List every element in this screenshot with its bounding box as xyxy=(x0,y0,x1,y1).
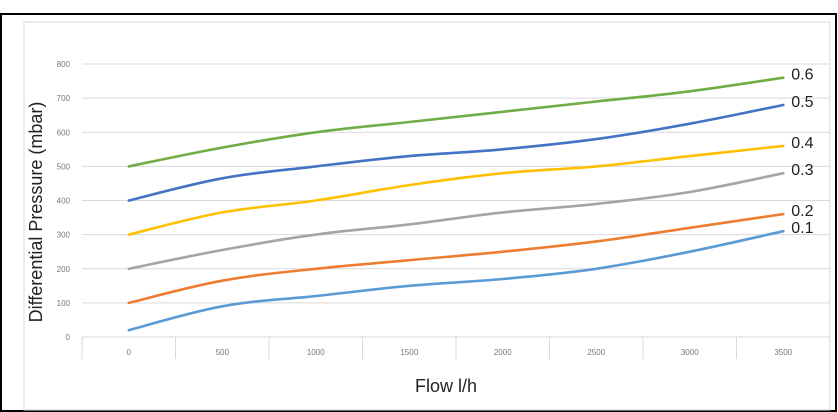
series-label-0.4: 0.4 xyxy=(791,135,813,152)
inner-panel xyxy=(23,21,831,411)
series-label-0.5: 0.5 xyxy=(791,94,813,111)
x-tick-label: 3500 xyxy=(774,348,792,357)
axes: 0 100 200 300 400 500 600 700 800 0 500 1000 1500 200… xyxy=(57,60,831,359)
series-line-0.1 xyxy=(127,229,785,332)
y-tick-label: 0 xyxy=(66,333,71,342)
y-tick-label: 100 xyxy=(57,299,71,308)
x-tick-label: 1500 xyxy=(400,348,418,357)
y-tick-label: 800 xyxy=(57,60,71,69)
series-line-0.4 xyxy=(127,144,785,236)
y-tick-label: 200 xyxy=(57,265,71,274)
y-axis-title: Differential Pressure (mbar) xyxy=(26,102,46,323)
x-tick-label: 500 xyxy=(216,348,230,357)
series-end-labels: 0.6 0.5 0.4 0.3 0.20.1 xyxy=(791,67,813,238)
x-tick-label: 2500 xyxy=(587,348,605,357)
series-label-0.3: 0.3 xyxy=(791,162,813,179)
series-line-0.6 xyxy=(127,76,785,168)
series-label-0.1: 0.1 xyxy=(791,220,813,237)
y-tick-label: 700 xyxy=(57,94,71,103)
x-tick-label: 2000 xyxy=(494,348,512,357)
x-tick-label: 0 xyxy=(127,348,132,357)
y-tick-label: 500 xyxy=(57,162,71,171)
y-tick-label: 300 xyxy=(57,231,71,240)
series-label-0.2: 0.2 xyxy=(791,203,813,220)
x-axis-title: Flow l/h xyxy=(415,376,477,396)
x-tick-label: 1000 xyxy=(307,348,325,357)
y-tick-label: 600 xyxy=(57,128,71,137)
y-tick-label: 400 xyxy=(57,197,71,206)
series-line-0.2 xyxy=(127,212,785,305)
gridlines xyxy=(82,63,830,338)
x-tick-label: 3000 xyxy=(681,348,699,357)
series-label-0.6: 0.6 xyxy=(791,67,813,84)
series-line-0.5 xyxy=(127,103,785,202)
series-lines xyxy=(127,76,785,332)
series-line-0.3 xyxy=(127,171,785,271)
